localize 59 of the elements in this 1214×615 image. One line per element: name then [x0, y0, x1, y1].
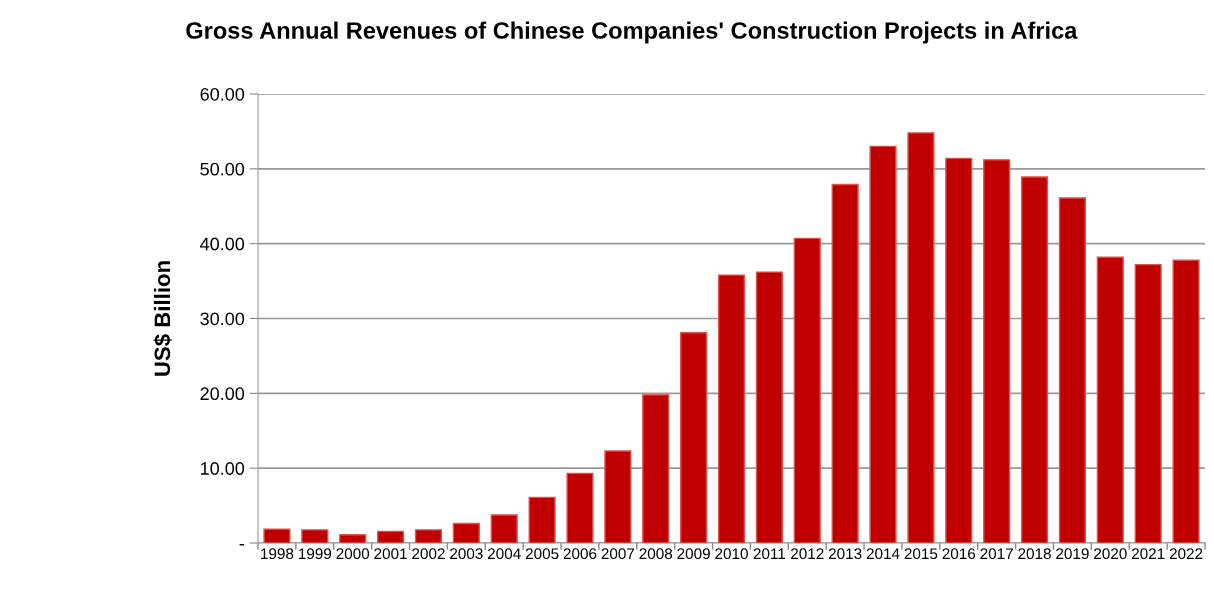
- x-tick-label: 2013: [828, 548, 862, 560]
- x-tick-label: 2018: [1018, 548, 1051, 560]
- bar: [945, 157, 973, 543]
- bar: [528, 496, 556, 543]
- x-tick-label: 2016: [942, 548, 976, 560]
- y-tick-label: 10.00: [201, 462, 245, 475]
- bar: [566, 472, 594, 543]
- chart-title: Gross Annual Revenues of Chinese Companies' Construction Projects in Africa: [186, 21, 1078, 44]
- bar: [263, 528, 291, 543]
- bar: [717, 274, 746, 543]
- x-tick-label: 2020: [1094, 548, 1127, 560]
- x-tick-label: 2010: [715, 548, 748, 560]
- x-tick-label: 2007: [601, 548, 635, 560]
- x-tick-label: 2006: [563, 548, 597, 560]
- bar: [1096, 256, 1124, 543]
- x-tick-label: 2012: [791, 548, 824, 560]
- y-tick-label: 40.00: [200, 237, 245, 251]
- x-tick-label: 2015: [904, 548, 938, 560]
- bar: [490, 514, 518, 543]
- bar: [377, 530, 405, 543]
- x-tick-label: 2008: [639, 548, 673, 560]
- bar: [604, 450, 632, 543]
- x-tick-label: 1998: [261, 548, 294, 560]
- x-tick-label: 1999: [298, 548, 332, 560]
- y-tick-label: 50.00: [200, 162, 245, 176]
- x-tick-label: 2005: [525, 548, 559, 560]
- bar: [869, 145, 897, 543]
- bar: [907, 132, 935, 543]
- bar: [414, 529, 443, 543]
- y-tick-label: -: [239, 544, 244, 546]
- bar: [755, 271, 783, 543]
- bar: [831, 183, 859, 543]
- bar: [452, 522, 480, 543]
- x-tick-label: 2003: [450, 548, 483, 560]
- x-tick-label: 2022: [1169, 548, 1203, 560]
- y-tick-label: 30.00: [200, 312, 245, 326]
- y-axis-title: US$ Billion: [153, 261, 172, 376]
- x-tick-label: 2011: [753, 548, 786, 560]
- bar: [793, 237, 821, 543]
- bar: [1058, 197, 1086, 543]
- x-tick-label: 2002: [412, 548, 445, 560]
- x-tick-label: 2000: [336, 548, 370, 560]
- bar: [680, 332, 708, 543]
- x-tick-label: 2017: [980, 548, 1013, 560]
- bar: [642, 394, 670, 543]
- x-tick-label: 2009: [677, 548, 710, 560]
- x-tick-label: 2021: [1131, 548, 1165, 560]
- x-tick-label: 2001: [374, 548, 407, 560]
- x-tick-label: 2004: [488, 548, 521, 560]
- x-tick-label: 2014: [866, 548, 900, 560]
- bar: [339, 534, 367, 543]
- bar: [983, 159, 1011, 543]
- bar: [1134, 263, 1162, 543]
- bar: [301, 529, 329, 543]
- bar: [1172, 259, 1200, 543]
- y-tick-label: 60.00: [200, 87, 245, 101]
- x-tick-label: 2019: [1056, 548, 1089, 560]
- y-tick-label: 20.00: [200, 387, 245, 401]
- bar: [1020, 176, 1049, 543]
